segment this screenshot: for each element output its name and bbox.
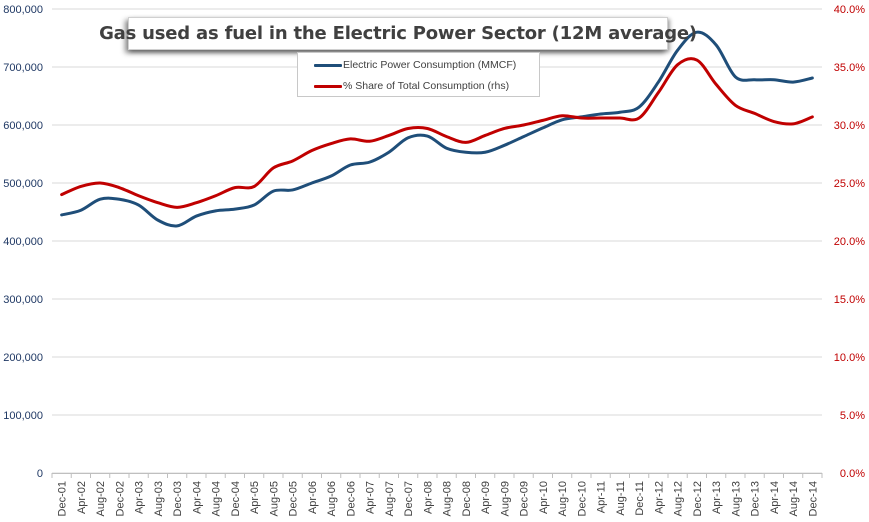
y-tick-label-right: 40.0% [834,4,865,16]
x-tick-label: Apr-14 [769,481,781,514]
x-tick-label: Apr-10 [538,481,550,514]
left-y-axis: 0 100,000 200,000 300,000 400,000 500,000 600,… [3,4,43,480]
x-tick-label: Dec-01 [57,481,69,516]
gridlines [52,8,822,474]
y-tick-label-left: 0 [37,468,43,480]
x-tick-label: Aug-11 [615,481,627,516]
x-tick-label: Apr-12 [653,481,665,514]
y-tick-label-left: 200,000 [3,352,43,364]
x-tick-label: Dec-04 [230,481,242,516]
x-tick-label: Apr-09 [480,481,492,514]
x-tick-label: Aug-13 [730,481,742,516]
x-tick-label: Dec-14 [807,481,819,516]
legend-swatch-share [314,84,342,88]
y-tick-label-right: 0.0% [840,468,865,480]
x-tick-label: Dec-08 [461,481,473,516]
y-tick-label-right: 35.0% [834,62,865,74]
x-tick-label: Apr-07 [365,481,377,514]
y-tick-label-left: 600,000 [3,120,43,132]
x-tick-label: Aug-04 [211,481,223,516]
y-tick-label-left: 400,000 [3,236,43,248]
legend-item-consumption: Electric Power Consumption (MMCF) [314,59,516,71]
x-tick-label: Dec-09 [519,481,531,516]
x-tick-label: Dec-03 [172,481,184,516]
x-tick-label: Apr-08 [422,481,434,514]
x-tick-label: Dec-13 [750,481,762,516]
x-tick-label: Dec-10 [576,481,588,516]
y-tick-label-right: 10.0% [834,352,865,364]
series-lines [60,30,814,228]
x-tick-label: Aug-06 [326,481,338,516]
legend: Electric Power Consumption (MMCF) % Shar… [297,52,540,97]
x-axis: Dec-01 Apr-02 Aug-02 Dec-02 Apr-03 Aug-03 Dec-… [51,473,823,516]
y-tick-label-left: 100,000 [3,410,43,422]
legend-item-share: % Share of Total Consumption (rhs) [314,80,509,92]
y-tick-label-left: 500,000 [3,178,43,190]
legend-label-consumption: Electric Power Consumption (MMCF) [343,59,517,71]
y-tick-label-left: 800,000 [3,4,43,16]
x-tick-label: Aug-09 [499,481,511,516]
x-tick-label: Apr-06 [307,481,319,514]
x-tick-label: Dec-06 [345,481,357,516]
y-tick-label-left: 700,000 [3,62,43,74]
y-tick-label-left: 300,000 [3,294,43,306]
x-tick-label: Apr-04 [191,481,203,514]
x-tick-label: Aug-02 [95,481,107,516]
y-tick-label-right: 25.0% [834,178,865,190]
x-tick-label: Aug-08 [442,481,454,516]
x-tick-label: Aug-14 [788,481,800,516]
x-tick-label: Aug-07 [384,481,396,516]
x-tick-label: Apr-11 [596,481,608,513]
x-tick-label: Dec-12 [692,481,704,516]
x-tick-label: Apr-13 [711,481,723,514]
x-tick-label: Dec-11 [634,481,646,516]
x-tick-label: Apr-02 [76,481,88,514]
x-tick-label: Aug-10 [557,481,569,516]
x-tick-label: Aug-03 [153,481,165,516]
x-tick-label: Aug-05 [268,481,280,516]
x-tick-label: Dec-05 [288,481,300,516]
series-line-share [60,57,814,209]
x-tick-label: Apr-03 [134,481,146,514]
x-tick-label: Dec-07 [403,481,415,516]
x-tick-label: Apr-05 [249,481,261,514]
x-tick-label: Aug-12 [673,481,685,516]
right-y-axis: 0.0% 5.0% 10.0% 15.0% 20.0% 25.0% 30.0% 35.0% 40… [834,4,865,480]
legend-swatch-consumption [314,63,342,67]
series-line-consumption [60,30,814,228]
legend-label-share: % Share of Total Consumption (rhs) [343,80,510,92]
y-tick-label-right: 15.0% [834,294,865,306]
y-tick-label-right: 20.0% [834,236,865,248]
y-tick-label-right: 30.0% [834,120,865,132]
chart-title: Gas used as fuel in the Electric Power S… [99,17,697,50]
y-tick-label-right: 5.0% [840,410,865,422]
x-tick-label: Dec-02 [114,481,126,516]
